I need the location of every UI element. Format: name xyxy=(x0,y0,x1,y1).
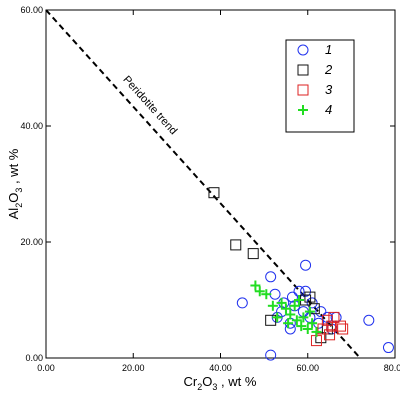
x-tick-label: 40.00 xyxy=(209,363,232,373)
data-point xyxy=(291,315,302,326)
data-point xyxy=(289,300,300,311)
y-axis-title: Al2O3 , wt % xyxy=(6,148,24,219)
data-point xyxy=(298,312,309,323)
data-point xyxy=(307,318,318,329)
x-tick-label: 20.00 xyxy=(122,363,145,373)
data-point xyxy=(247,248,259,260)
data-point xyxy=(326,320,338,332)
data-point xyxy=(261,289,272,300)
y-tick-label: 40.00 xyxy=(20,121,43,131)
data-point xyxy=(286,291,298,303)
legend-box xyxy=(285,39,355,133)
data-point xyxy=(302,324,313,334)
data-point xyxy=(334,320,346,332)
data-point xyxy=(265,271,277,283)
series-4 xyxy=(250,280,322,337)
legend-marker xyxy=(297,64,309,76)
data-point xyxy=(276,297,287,308)
data-point xyxy=(324,329,336,341)
data-point xyxy=(296,321,307,332)
points-layer xyxy=(208,187,394,361)
legend-entry-3: 3 xyxy=(297,82,333,97)
ticks-layer: 0.00 20.00 40.00 60.00 80.00 0.00 20.00 40.00 60… xyxy=(20,5,400,373)
x-tick-label: 0.00 xyxy=(37,363,55,373)
data-point xyxy=(283,318,294,329)
data-point xyxy=(265,349,277,361)
data-point xyxy=(294,295,305,305)
legend-entries: 1 2 3 4 xyxy=(297,42,333,117)
data-point xyxy=(236,297,248,309)
y-title-main: Al xyxy=(6,208,21,220)
legend-marker xyxy=(297,84,309,96)
y-title-sub2: 3 xyxy=(14,188,24,193)
x-axis-title: Cr2O3 , wt % xyxy=(184,374,257,392)
data-point xyxy=(311,326,322,337)
data-point xyxy=(300,285,312,297)
x-tick-label: 60.00 xyxy=(296,363,319,373)
y-title-tail: , wt % xyxy=(6,148,21,187)
data-point xyxy=(317,323,329,335)
x-title-main: Cr xyxy=(184,374,198,389)
x-title-tail: , wt % xyxy=(217,374,256,389)
y-tick-label: 0.00 xyxy=(25,353,43,363)
data-point xyxy=(315,306,327,318)
data-point xyxy=(304,306,315,317)
legend-entry-2: 2 xyxy=(297,62,333,77)
legend-marker xyxy=(297,44,309,56)
legend: 1 2 3 4 xyxy=(285,39,355,133)
legend-label: 3 xyxy=(325,82,333,97)
x-title-sub1: 2 xyxy=(197,382,202,392)
data-point xyxy=(230,239,242,251)
data-point xyxy=(363,314,375,326)
y-tick-label: 60.00 xyxy=(20,5,43,15)
y-tick-label: 20.00 xyxy=(20,237,43,247)
legend-entry-4: 4 xyxy=(298,102,332,117)
legend-label: 1 xyxy=(325,42,332,57)
legend-marker xyxy=(298,105,308,115)
data-point xyxy=(321,314,333,326)
y-title-mid: O xyxy=(6,193,21,203)
data-point xyxy=(267,300,278,311)
data-point xyxy=(285,309,296,320)
data-point xyxy=(304,291,316,303)
data-point xyxy=(337,323,349,335)
data-point xyxy=(328,311,340,323)
data-point xyxy=(254,286,265,297)
x-title-mid: O xyxy=(202,374,212,389)
data-point xyxy=(272,312,283,323)
legend-label: 2 xyxy=(324,62,333,77)
data-point xyxy=(265,314,277,326)
data-point xyxy=(300,259,312,271)
data-point xyxy=(306,297,318,309)
legend-label: 4 xyxy=(325,102,332,117)
x-tick-label: 80.00 xyxy=(384,363,400,373)
data-point xyxy=(382,342,394,354)
x-title-sub2: 3 xyxy=(212,382,217,392)
legend-entry-1: 1 xyxy=(297,42,332,57)
data-point xyxy=(208,187,220,199)
series-3 xyxy=(310,311,349,347)
data-point xyxy=(280,303,291,314)
data-point xyxy=(250,280,261,291)
y-title-sub1: 2 xyxy=(14,203,24,208)
